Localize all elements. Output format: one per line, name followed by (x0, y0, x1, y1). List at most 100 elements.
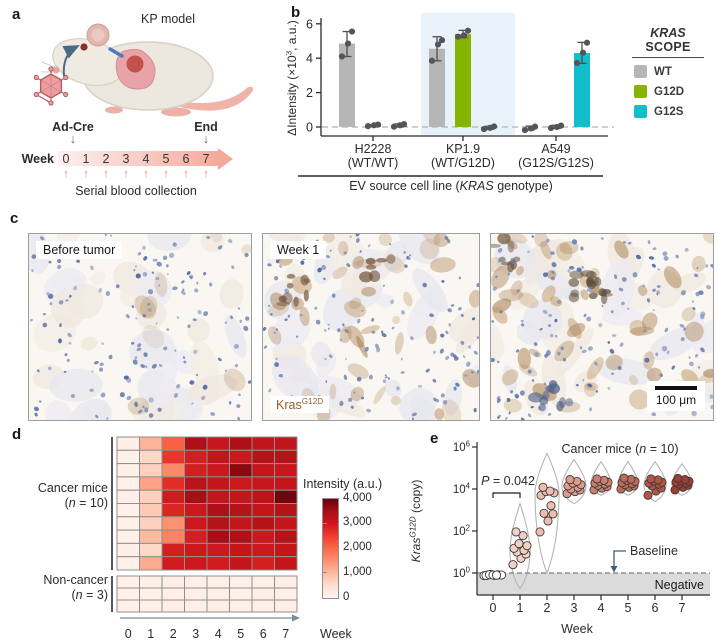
y-axis-title: ΔIntensity (×103, a.u.) (286, 20, 299, 136)
heatmap-noncancer-row-3 (116, 599, 298, 613)
violin-week-1 (509, 501, 531, 590)
svg-text:6: 6 (306, 17, 313, 31)
panel-label-e: e (430, 430, 439, 447)
heatmap-cancer-row-3 (116, 463, 298, 478)
blood-draw-arrow-icon: ↑ (203, 168, 209, 180)
week-tick: 6 (260, 627, 267, 641)
colorbar-tick-label: 0 (343, 590, 350, 603)
timeline-caption: Serial blood collection (75, 184, 197, 198)
blood-draw-arrow-icon: ↑ (103, 168, 109, 180)
x-axis-title: Week (561, 622, 593, 636)
x-tick-label: 5 (625, 601, 632, 615)
panel-label-b: b (291, 4, 301, 21)
mouse-illustration (33, 23, 254, 117)
y-tick-label: 100 (453, 566, 471, 580)
timeline-week-4: 4 (142, 152, 150, 166)
scale-bar-line (655, 386, 697, 390)
dots-week-4 (589, 474, 613, 495)
blood-draw-arrow-icon: ↑ (83, 168, 89, 180)
x-tick-label: 4 (598, 601, 605, 615)
x-tick-label: 7 (679, 601, 686, 615)
end-down-arrow-icon: ↓ (202, 131, 210, 146)
legend-label: WT (654, 65, 672, 78)
x-tick-label: 1 (517, 601, 524, 615)
blood-draw-arrow-icon: ↑ (123, 168, 129, 180)
heatmap-cancer-row-10 (116, 556, 298, 571)
week-tick: 7 (282, 627, 289, 641)
violin-week-2 (534, 451, 560, 575)
colorbar-tick-mark (323, 522, 327, 524)
legend-swatch (634, 85, 647, 98)
legend-swatch (634, 65, 647, 78)
negative-band (477, 573, 710, 595)
heatmap-noncancer-row-2 (116, 587, 298, 601)
timeline-week-0: 0 (62, 152, 70, 166)
group-label: A549 (G12S/G12S) (518, 142, 594, 170)
kras-copy-violin-plot: 100 102 104 106 0 1 2 3 4 5 6 7 Week Cancer mice (n =… (408, 440, 710, 636)
x-tick-label: 0 (490, 601, 497, 615)
ihc-image-before-tumor: Before tumor (28, 233, 252, 421)
y-axis-title: KrasG12D (copy) (408, 480, 423, 563)
timeline-week-6: 6 (182, 152, 190, 166)
timeline-week-3: 3 (122, 152, 130, 166)
dots-week-7 (670, 473, 694, 495)
legend-label: G12D (654, 85, 685, 98)
cancer-group-label: Cancer mice (n = 10) (37, 481, 108, 510)
colorbar-tick-mark (323, 547, 327, 549)
timeline-axis-label: Week (21, 152, 54, 166)
error-bars-dots-G12D (364, 27, 565, 132)
x-tick-label: 2 (544, 601, 551, 615)
heatmap-cancer-row-6 (116, 503, 298, 518)
y-tick-label: 106 (453, 440, 470, 454)
week-tick: 3 (192, 627, 199, 641)
violin-week-3 (561, 458, 587, 505)
adcre-down-arrow-icon: ↓ (69, 131, 77, 146)
scope-bar-chart: 0 2 4 6 H2228 (WT/WT) KP1.9 (WT/G12D) A549 (G12S/… (286, 13, 614, 193)
week-tick: 4 (215, 627, 222, 641)
dots-week-6 (643, 474, 667, 500)
timeline-week-1: 1 (82, 152, 90, 166)
adcre-label: Ad-Cre (52, 120, 94, 134)
legend-item-G12S: G12S (620, 105, 716, 118)
dots-week-3 (562, 475, 586, 499)
dots-week-5 (616, 473, 640, 494)
tumor-spot (126, 55, 144, 73)
week-intensity-heatmap: 0 1 2 3 4 5 6 7 Week (111, 436, 352, 641)
ihc-image-late: 100 μm (490, 233, 714, 421)
x-axis-title: EV source cell line (KRAS genotype) (349, 179, 553, 193)
y-tick-label: 102 (453, 524, 470, 538)
timeline-arrowhead-icon (218, 147, 233, 170)
heatmap-cancer-row-7 (116, 516, 298, 531)
plot-title: Cancer mice (n = 10) (561, 442, 678, 456)
heatmap-cancer-row-1 (116, 436, 298, 451)
mouse-eye (80, 43, 88, 51)
panel-a-title: KP model (141, 12, 195, 26)
heatmap-cancer-row-8 (116, 529, 298, 544)
timeline-arrow-band (58, 151, 218, 166)
error-bars-dots-G12S (390, 39, 591, 133)
legend-items: WT G12D G12S (620, 65, 716, 118)
blood-collection-arrows: ↑ ↑ ↑ ↑ ↑ ↑ ↑ ↑ (59, 168, 213, 180)
end-label: End (194, 120, 218, 134)
legend-item-WT: WT (620, 65, 716, 78)
image-tag: Before tumor (36, 241, 123, 259)
blood-draw-arrow-icon: ↑ (143, 168, 149, 180)
legend-label: G12S (654, 105, 684, 118)
legend-item-G12D: G12D (620, 85, 716, 98)
timeline-week-5: 5 (162, 152, 170, 166)
dots-week-1 (508, 527, 532, 570)
p-value-bracket (492, 492, 521, 498)
group-label: KP1.9 (WT/G12D) (431, 142, 495, 170)
legend-swatch (634, 105, 647, 118)
blood-draw-arrow-icon: ↑ (183, 168, 189, 180)
colorbar-tick-label: 4,000 (343, 491, 372, 504)
kras-scope-legend: KRAS SCOPE WT G12D G12S (620, 26, 716, 118)
stain-label: KrasG12D (270, 395, 330, 413)
scale-bar: 100 μm (647, 381, 705, 411)
bars-G12D (365, 34, 564, 128)
blood-draw-arrow-icon: ↑ (163, 168, 169, 180)
baseline-label: Baseline (630, 544, 678, 558)
heatmap-cancer-row-2 (116, 449, 298, 465)
